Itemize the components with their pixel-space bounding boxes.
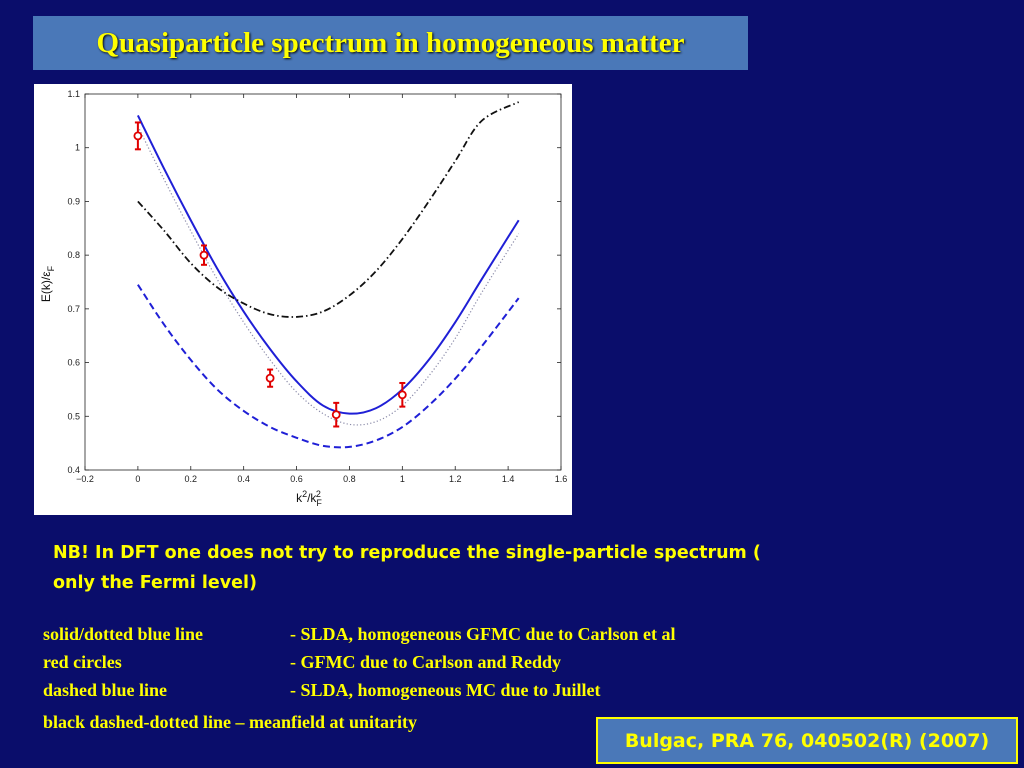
x-tick-label: 0.4 — [237, 474, 250, 484]
title-box: Quasiparticle spectrum in homogeneous ma… — [33, 16, 748, 70]
y-tick-label: 0.9 — [67, 196, 80, 206]
x-tick-label: 1.4 — [502, 474, 515, 484]
x-axis-label: k2/kF2 — [296, 489, 322, 508]
x-tick-label: 0.6 — [290, 474, 303, 484]
legend-desc: - GFMC due to Carlson and Reddy — [290, 652, 562, 672]
x-tick-label: 0.2 — [185, 474, 198, 484]
citation: Bulgac, PRA 76, 040502(R) (2007) — [624, 729, 990, 752]
y-tick-label: 0.6 — [67, 358, 80, 368]
y-tick-label: 0.8 — [67, 250, 80, 260]
points-layer — [133, 121, 407, 428]
legend-desc: - SLDA, homogeneous GFMC due to Carlson … — [290, 624, 676, 644]
note-line-2: only the Fermi level) — [53, 573, 257, 593]
x-tick-label: 1 — [400, 474, 405, 484]
data-point — [199, 250, 209, 260]
plot-area — [84, 93, 562, 471]
legend-row-dashdot: black dashed-dotted line – meanfield at … — [43, 712, 417, 733]
y-tick-label: 0.5 — [67, 411, 80, 421]
legend-row-solid-dotted: solid/dotted blue line - SLDA, homogeneo… — [43, 624, 676, 645]
series-dashdot-line — [137, 101, 520, 318]
series-solid-line — [136, 115, 520, 415]
legend-desc: - SLDA, homogeneous MC due to Juillet — [290, 680, 601, 700]
x-tick-label: −0.2 — [76, 474, 94, 484]
data-point — [331, 410, 341, 420]
citation-box: Bulgac, PRA 76, 040502(R) (2007) — [596, 717, 1018, 764]
series-dashed-line — [137, 284, 520, 449]
legend-row-red-circles: red circles - GFMC due to Carlson and Re… — [43, 652, 561, 673]
lines-layer — [136, 101, 520, 449]
legend-term: dashed blue line — [43, 680, 168, 700]
data-point — [133, 131, 143, 141]
x-tick-label: 1.2 — [449, 474, 462, 484]
spectrum-chart: −0.2 0 0.2 0.4 0.6 0.8 1 1.2 1.4 1.6 0.4 0.5 0.6 0.7 0… — [39, 89, 567, 508]
plot-panel: −0.2 0 0.2 0.4 0.6 0.8 1 1.2 1.4 1.6 0.4 0.5 0.6 0.7 0… — [34, 84, 572, 515]
slide-title: Quasiparticle spectrum in homogeneous ma… — [96, 26, 685, 59]
legend-extra: black dashed-dotted line – meanfield at … — [43, 712, 418, 732]
y-axis-label: E(k)/εF — [39, 265, 56, 302]
x-tick-label: 0 — [135, 474, 140, 484]
y-tick-label: 1.1 — [67, 89, 80, 99]
ticks-layer: −0.2 0 0.2 0.4 0.6 0.8 1 1.2 1.4 1.6 0.4 0.5 0.6 0.7 0… — [67, 89, 567, 484]
y-tick-label: 0.4 — [67, 465, 80, 475]
y-tick-label: 1 — [75, 143, 80, 153]
dft-note: NB! In DFT one does not try to reproduce… — [53, 538, 833, 598]
note-line-1: NB! In DFT one does not try to reproduce… — [53, 543, 761, 563]
data-point — [397, 390, 407, 400]
x-tick-label: 1.6 — [555, 474, 568, 484]
legend-term: red circles — [43, 652, 122, 672]
x-tick-label: 0.8 — [343, 474, 356, 484]
y-tick-label: 0.7 — [67, 304, 80, 314]
data-point — [265, 373, 275, 383]
legend-term: solid/dotted blue line — [43, 624, 204, 644]
legend-row-dashed: dashed blue line - SLDA, homogeneous MC … — [43, 680, 601, 701]
